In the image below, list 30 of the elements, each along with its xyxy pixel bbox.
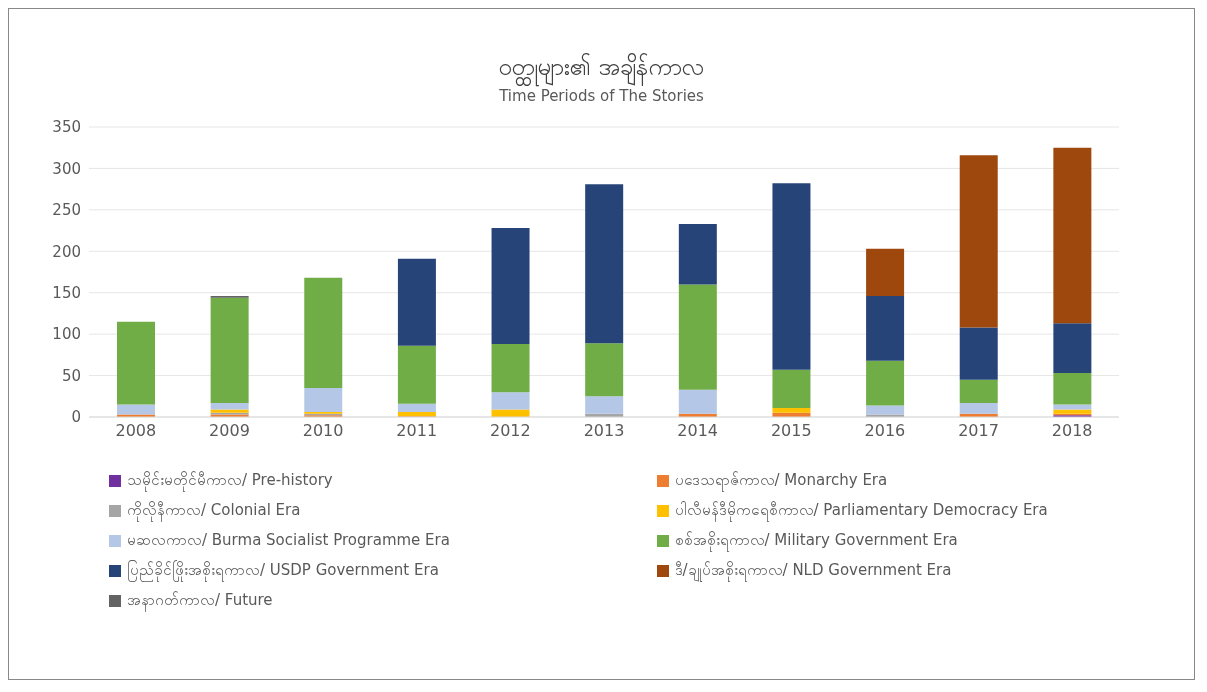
y-tick-label: 150 — [52, 284, 81, 303]
legend-label: စစ်အစိုးရကာလ/ Military Government Era — [674, 530, 958, 552]
chart-subtitle: Time Periods of The Stories — [498, 87, 705, 105]
x-tick-label: 2011 — [396, 421, 438, 441]
x-tick-label: 2014 — [677, 421, 718, 441]
legend-label: ပါလီမန်ဒီမိုကရေစီကာလ/ Parliamentary Democracy Era — [674, 500, 1048, 522]
x-tick-label: 2013 — [583, 421, 625, 441]
legend-label: ကိုလိုနီကာလ/ Colonial Era — [127, 500, 301, 522]
y-tick-label: 300 — [52, 159, 81, 178]
x-tick-label: 2008 — [115, 421, 157, 441]
chart-title: ဝတ္ထုများ၏ အချိန်ကာလ — [498, 52, 705, 87]
y-tick-label: 100 — [52, 325, 81, 344]
legend-label: ပဒေသရာဇ်ကာလ/ Monarchy Era — [674, 470, 888, 492]
y-tick-label: 350 — [52, 118, 81, 137]
x-tick-label: 2017 — [958, 421, 999, 441]
x-tick-label: 2009 — [209, 421, 250, 441]
x-tick-label: 2016 — [864, 421, 906, 441]
legend-label: မဆလကာလ/ Burma Socialist Programme Era — [127, 530, 450, 551]
y-tick-label: 200 — [52, 242, 81, 261]
y-tick-label: 50 — [61, 366, 81, 385]
legend-label: အနာဂတ်ကာလ/ Future — [127, 590, 273, 612]
y-tick-label: 0 — [71, 408, 81, 427]
x-tick-label: 2010 — [302, 421, 344, 441]
x-tick-label: 2018 — [1051, 421, 1093, 441]
legend-label: သမိုင်းမတိုင်မီကာလ/ Pre-history — [127, 470, 333, 492]
y-tick-label: 250 — [52, 201, 81, 220]
legend-label: ပြည်ခိုင်ဖြိုးအစိုးရကာလ/ USDP Government Era — [127, 560, 439, 582]
legend-label: ဒီ/ချုပ်အစိုးရကာလ/ NLD Government Era — [674, 560, 952, 582]
x-tick-label: 2015 — [770, 421, 812, 441]
x-tick-label: 2012 — [490, 421, 531, 441]
